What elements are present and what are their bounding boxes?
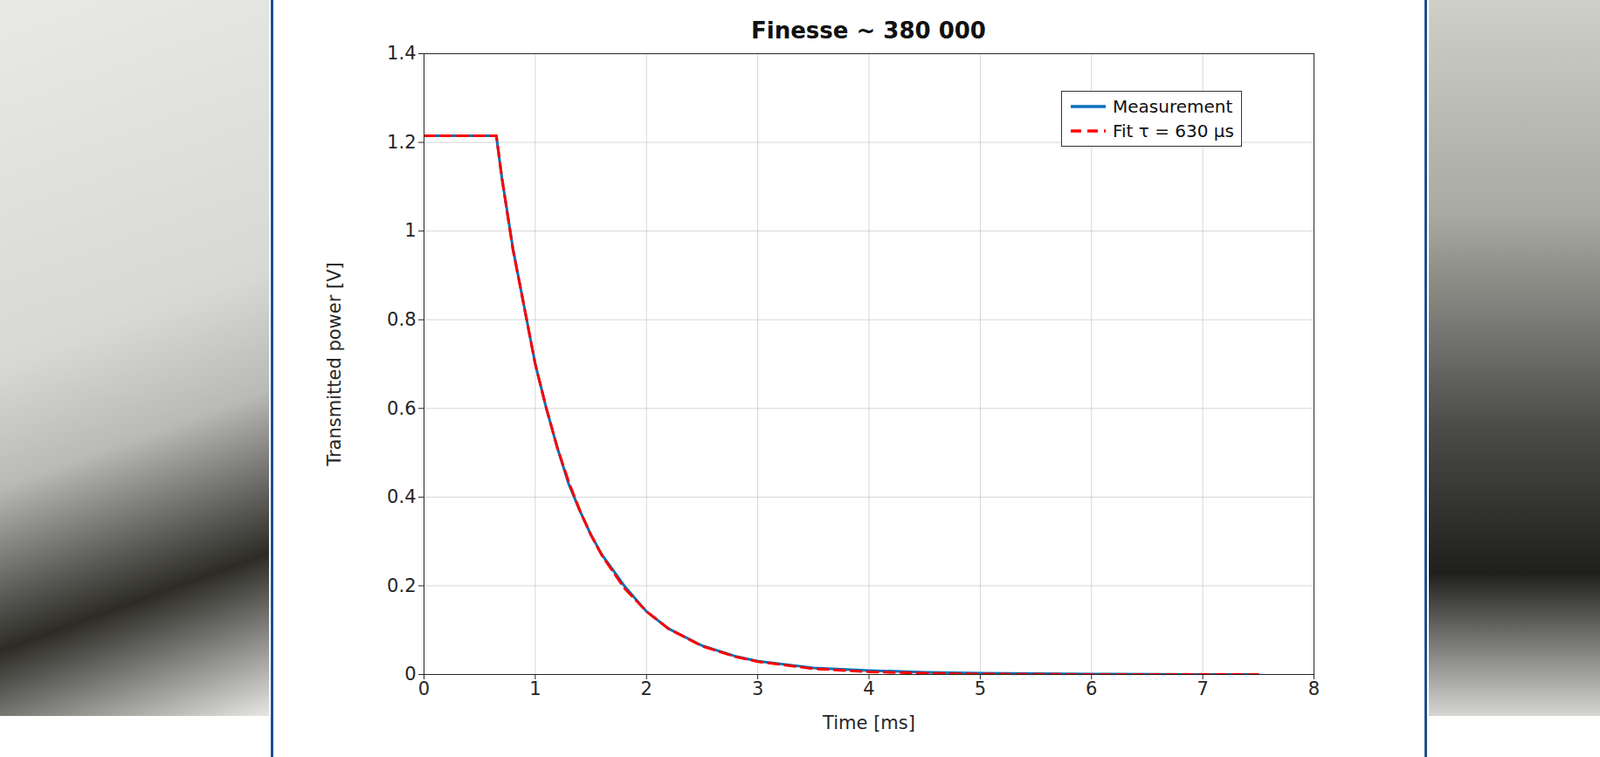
svg-text:0: 0: [418, 678, 430, 700]
html-text:Measurement: Measurement: [1112, 96, 1233, 118]
svg-text:2: 2: [641, 678, 653, 700]
svg-text:1: 1: [529, 678, 541, 700]
svg-text:1.2: 1.2: [386, 131, 416, 153]
svg-text:Transmitted power [V]: Transmitted power [V]: [324, 262, 345, 468]
svg-text:0.2: 0.2: [386, 575, 416, 597]
svg-text:8: 8: [1308, 678, 1320, 700]
svg-text:3: 3: [751, 678, 764, 700]
svg-text:6: 6: [1085, 678, 1097, 700]
svg-text:0.8: 0.8: [386, 309, 416, 331]
html-text:Fit τ = 630 μs: Fit τ = 630 μs: [1112, 120, 1235, 142]
svg-text:4: 4: [862, 678, 875, 700]
svg-text:1.4: 1.4: [386, 43, 416, 64]
svg-text:0.6: 0.6: [386, 398, 416, 420]
svg-text:5: 5: [974, 678, 987, 700]
html-text:Finesse ~ 380 000: Finesse ~ 380 000: [751, 17, 986, 44]
svg-text:7: 7: [1196, 678, 1208, 700]
svg-text:0.4: 0.4: [386, 486, 416, 508]
svg-text:1: 1: [404, 220, 416, 242]
svg-text:Time [ms]: Time [ms]: [821, 712, 916, 734]
svg-text:0: 0: [404, 663, 416, 685]
